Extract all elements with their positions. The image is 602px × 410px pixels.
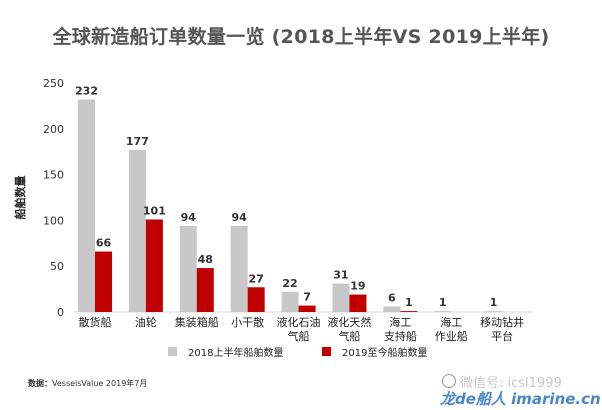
bar-2019 <box>95 251 112 312</box>
source-text: VesselsValue 2019年7月 <box>52 379 148 388</box>
bar-2018 <box>128 149 146 312</box>
data-label: 27 <box>249 272 264 285</box>
watermark-line2: 龙de船人 imarine.cn <box>440 390 601 408</box>
bar-2018 <box>179 225 197 312</box>
bar-2018 <box>332 283 350 312</box>
source-label: 数据： <box>28 379 52 388</box>
x-tick-label: 平台 <box>491 329 513 343</box>
data-label: 94 <box>181 211 197 224</box>
y-tick-label: 150 <box>43 169 64 182</box>
watermark-line1: 微信号: icsl1999 <box>460 376 562 391</box>
y-tick-label: 200 <box>43 123 64 136</box>
data-label: 1 <box>439 296 447 309</box>
data-label: 1 <box>405 296 413 309</box>
watermark: 微信号: icsl1999 龙de船人 imarine.cn <box>440 370 601 408</box>
bar-2019 <box>400 311 418 312</box>
data-label: 7 <box>303 291 311 304</box>
bar-2019 <box>145 219 163 312</box>
x-tick-label: 集装箱船 <box>175 315 219 329</box>
data-label: 232 <box>75 84 98 97</box>
bar-2019 <box>349 294 367 312</box>
bar-2018 <box>230 225 248 312</box>
data-label: 177 <box>126 135 149 148</box>
x-tick-label: 海工 <box>389 315 411 329</box>
data-label: 31 <box>333 269 348 282</box>
source-note: 数据：VesselsValue 2019年7月 <box>28 378 147 389</box>
bar-2019 <box>247 287 265 312</box>
x-tick-label: 移动钻井 <box>480 315 524 329</box>
bar-2019 <box>196 268 214 312</box>
chart-title: 全球新造船订单数量一览 (2018上半年VS 2019上半年) <box>52 26 550 48</box>
x-tick-label: 气船 <box>288 329 310 343</box>
data-label: 48 <box>198 253 213 266</box>
wechat-icon <box>442 374 456 388</box>
x-tick-label: 液化天然 <box>327 315 371 329</box>
data-label: 22 <box>282 277 297 290</box>
legend-swatch <box>168 347 177 356</box>
legend-label: 2018上半年船舶数量 <box>188 346 283 359</box>
x-tick-label: 散货船 <box>79 315 112 329</box>
bar-2018 <box>78 99 95 312</box>
bar-2019 <box>298 305 316 312</box>
data-label: 6 <box>388 292 396 305</box>
x-tick-label: 海工 <box>440 315 462 329</box>
bar-2018 <box>485 311 503 312</box>
y-axis-label: 船舶数量 <box>13 176 27 220</box>
data-label: 66 <box>96 237 112 250</box>
x-tick-label: 支持船 <box>384 329 417 343</box>
x-tick-label: 作业船 <box>435 329 468 343</box>
x-tick-label: 小干散 <box>231 315 264 329</box>
y-tick-label: 0 <box>57 306 64 319</box>
bar-2018 <box>383 306 401 312</box>
legend-label: 2019至今船舶数量 <box>342 346 427 359</box>
bar-2018 <box>281 291 299 312</box>
y-tick-label: 50 <box>50 260 64 273</box>
x-tick-label: 气船 <box>338 329 360 343</box>
data-label: 101 <box>143 204 166 217</box>
x-tick-label: 液化石油 <box>277 315 321 329</box>
x-tick-label: 油轮 <box>135 315 157 329</box>
data-label: 94 <box>232 211 248 224</box>
data-label: 19 <box>350 280 365 293</box>
y-tick-label: 100 <box>43 214 64 227</box>
data-label: 1 <box>490 296 498 309</box>
bar-2018 <box>434 311 452 312</box>
legend-swatch <box>322 347 331 356</box>
y-tick-label: 250 <box>43 77 64 90</box>
